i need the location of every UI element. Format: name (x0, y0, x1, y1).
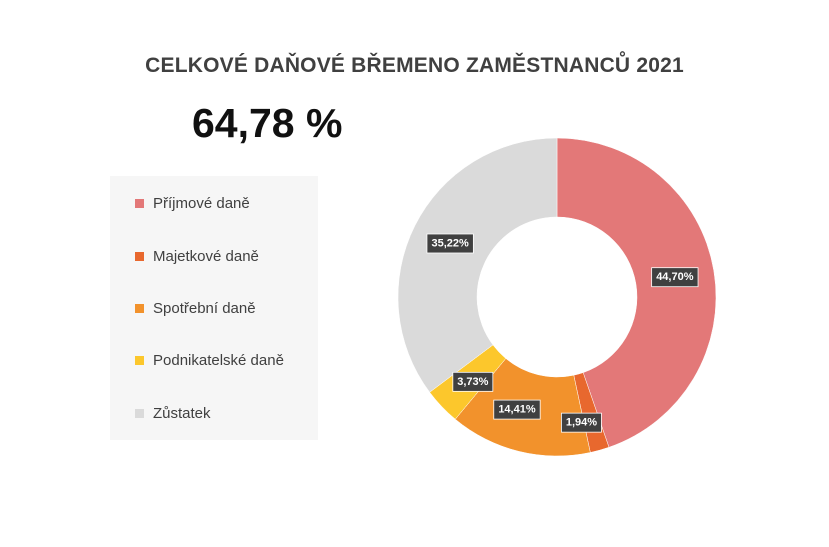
data-label-2: 14,41% (493, 399, 541, 420)
data-label-text: 44,70% (656, 271, 694, 283)
legend-label: Příjmové daně (153, 194, 250, 212)
chart-legend: Příjmové daně Majetkové daně Spotřební d… (110, 176, 318, 440)
data-label-text: 1,94% (566, 417, 597, 429)
legend-item-podnikatelske-dane: Podnikatelské daně (135, 350, 284, 370)
data-label-0: 44,70% (651, 267, 699, 288)
data-label-box (561, 412, 602, 433)
data-label-text: 35,22% (431, 237, 469, 249)
slice-0 (556, 137, 717, 448)
data-label-box (452, 371, 494, 392)
slice-4 (397, 137, 558, 393)
total-burden-value: 64,78 % (192, 100, 343, 146)
legend-label: Majetkové daně (153, 247, 259, 265)
data-label-4: 35,22% (426, 233, 474, 254)
data-label-3: 3,73% (452, 371, 494, 392)
legend-swatch (135, 198, 144, 208)
data-label-text: 14,41% (498, 404, 536, 416)
chart-title: CELKOVÉ DAŇOVÉ BŘEMENO ZAMĚSTNANCŮ 2021 (145, 54, 684, 77)
data-label-1: 1,94% (561, 412, 602, 433)
legend-swatch (135, 303, 144, 313)
legend-item-zustatek: Zůstatek (135, 403, 211, 423)
legend-item-prijmove-dane: Příjmové daně (135, 193, 250, 213)
data-label-box (493, 399, 541, 420)
legend-swatch (135, 408, 144, 418)
data-label-box (426, 233, 474, 254)
legend-item-majetkove-dane: Majetkové daně (135, 246, 259, 266)
data-label-box (651, 267, 699, 288)
legend-swatch (135, 251, 144, 261)
legend-swatch (135, 355, 144, 365)
legend-label: Spotřební daně (153, 299, 256, 317)
data-label-text: 3,73% (457, 376, 488, 388)
legend-item-spotrebni-dane: Spotřební daně (135, 298, 256, 318)
legend-label: Zůstatek (153, 404, 211, 422)
legend-label: Podnikatelské daně (153, 351, 284, 369)
